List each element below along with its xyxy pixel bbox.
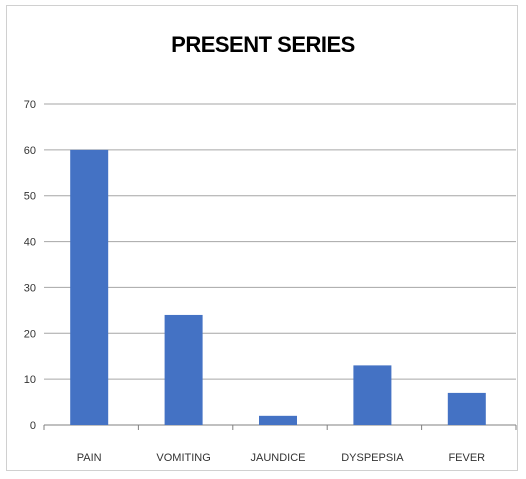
- x-tick-label: DYSPEPSIA: [341, 452, 404, 464]
- x-tick-label: JAUNDICE: [250, 452, 305, 464]
- y-tick-label: 30: [24, 282, 36, 294]
- y-tick-label: 10: [24, 374, 36, 386]
- bar-dyspepsia: [353, 365, 392, 425]
- bar-pain: [70, 149, 109, 425]
- y-tick-label: 20: [24, 328, 36, 340]
- x-tick-label: VOMITING: [156, 452, 210, 464]
- bar-jaundice: [259, 415, 297, 425]
- y-tick-label: 40: [24, 237, 36, 249]
- y-tick-label: 60: [24, 145, 36, 157]
- chart-title: PRESENT SERIES: [171, 32, 355, 57]
- y-tick-label: 70: [24, 99, 36, 111]
- y-tick-label: 0: [30, 420, 36, 432]
- x-tick-label: FEVER: [448, 452, 485, 464]
- bar-vomiting: [164, 314, 203, 425]
- bar-fever: [447, 392, 486, 425]
- y-tick-label: 50: [24, 191, 36, 203]
- x-tick-label: PAIN: [77, 452, 102, 464]
